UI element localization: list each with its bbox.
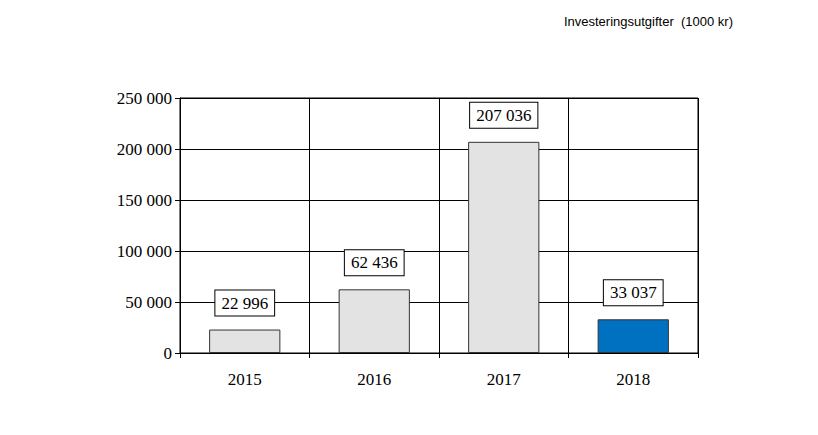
svg-text:22 996: 22 996: [221, 294, 268, 313]
svg-text:0: 0: [164, 344, 173, 363]
svg-text:Investeringsutgifter (1000 kr: Investeringsutgifter (1000 kr): [564, 14, 733, 29]
svg-text:62 436: 62 436: [351, 253, 398, 272]
svg-text:207 036: 207 036: [476, 106, 531, 125]
svg-text:100 000: 100 000: [117, 242, 172, 261]
svg-text:2018: 2018: [616, 370, 650, 389]
svg-text:2015: 2015: [228, 370, 262, 389]
svg-text:200 000: 200 000: [117, 140, 172, 159]
svg-text:250 000: 250 000: [117, 89, 172, 108]
svg-text:33 037: 33 037: [610, 283, 657, 302]
svg-text:2017: 2017: [487, 370, 522, 389]
svg-text:2016: 2016: [357, 370, 391, 389]
svg-text:150 000: 150 000: [117, 191, 172, 210]
svg-text:50 000: 50 000: [125, 293, 172, 312]
